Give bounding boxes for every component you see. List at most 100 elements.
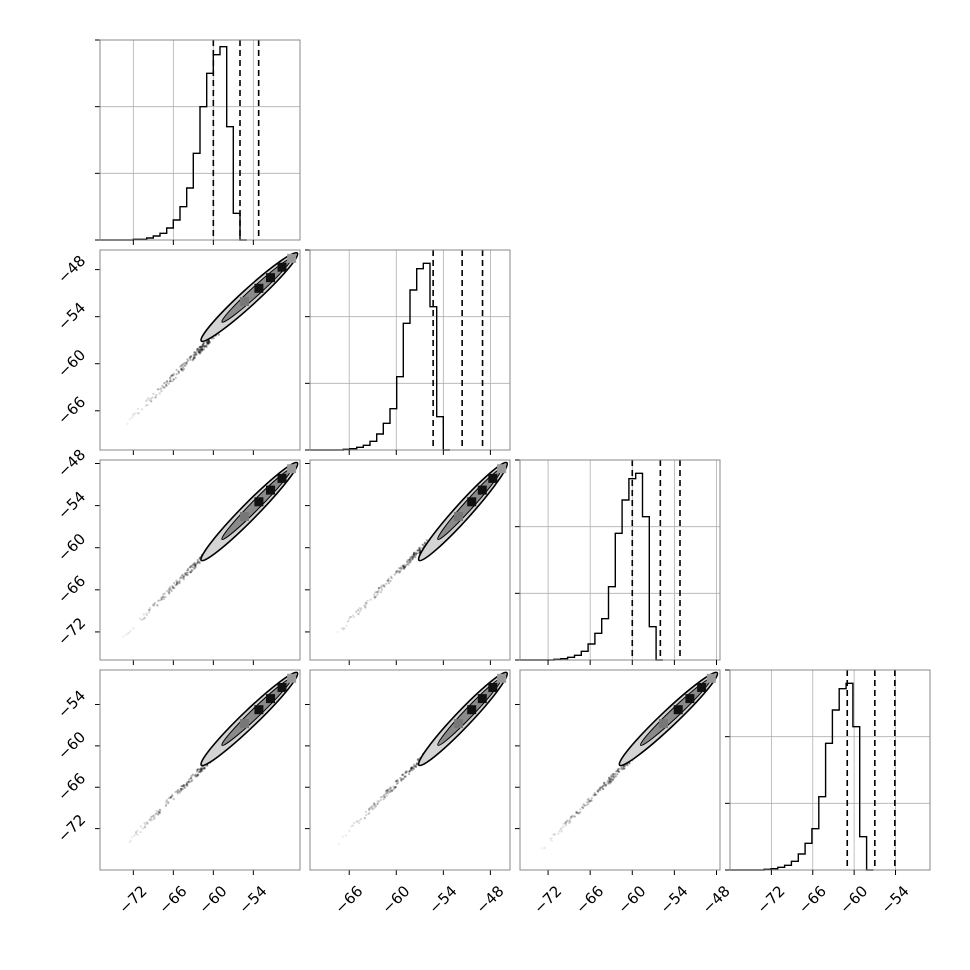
sample-point — [395, 569, 398, 573]
sample-point — [592, 794, 595, 797]
sample-point — [410, 769, 414, 772]
sample-point — [205, 340, 208, 343]
hist-panel-1 — [305, 249, 511, 455]
sample-point — [379, 796, 382, 799]
sample-point — [396, 570, 399, 573]
sample-point — [176, 581, 179, 584]
sample-point — [389, 790, 392, 793]
x-tick-label: −66 — [572, 882, 607, 917]
sample-point — [374, 595, 377, 599]
sample-point — [611, 778, 614, 781]
sample-point — [395, 780, 398, 783]
sample-point — [183, 572, 187, 575]
sample-point — [171, 380, 174, 383]
sample-point — [168, 591, 171, 594]
sample-point — [616, 773, 619, 776]
sample-point — [195, 353, 198, 356]
sample-point — [587, 803, 590, 806]
sample-point — [156, 603, 159, 607]
sample-point — [350, 825, 353, 828]
hist-panel-2 — [515, 459, 721, 665]
sample-point — [150, 400, 153, 403]
sample-point — [412, 551, 416, 555]
sample-point — [183, 364, 186, 367]
sample-point — [616, 768, 620, 771]
sample-point — [136, 829, 139, 832]
sample-point — [143, 821, 146, 825]
hist-panel-0 — [95, 39, 301, 245]
sample-point — [161, 384, 164, 387]
sample-point — [172, 374, 175, 377]
sample-point — [182, 368, 186, 371]
sample-point — [136, 411, 139, 415]
sample-point — [199, 348, 202, 351]
sample-point — [577, 811, 580, 814]
sample-point — [177, 370, 180, 373]
sample-point — [201, 348, 204, 351]
sample-point — [596, 789, 599, 792]
sample-point — [373, 802, 376, 806]
sample-point — [171, 373, 174, 377]
sample-point — [575, 810, 578, 814]
sample-point — [146, 822, 149, 825]
sample-point — [385, 790, 388, 793]
hist-frame — [519, 459, 721, 661]
x-tick-label: −54 — [656, 882, 691, 917]
sample-point — [138, 617, 142, 620]
sample-point — [146, 398, 149, 401]
density-block — [254, 497, 264, 507]
sample-point — [617, 767, 621, 770]
sample-point — [148, 399, 151, 402]
sample-point — [355, 611, 358, 614]
sample-point — [190, 775, 193, 778]
sample-point — [373, 803, 376, 806]
sample-point — [174, 790, 177, 794]
sample-point — [161, 596, 164, 599]
y-tick-label: −54 — [54, 488, 89, 523]
sample-point — [364, 816, 367, 820]
sample-point — [171, 374, 174, 377]
sample-point — [172, 378, 175, 381]
sample-point — [184, 573, 187, 576]
sample-point — [392, 788, 395, 791]
scatter-content — [126, 251, 299, 425]
sample-point — [169, 376, 172, 379]
sample-point — [412, 556, 415, 559]
sample-point — [182, 785, 185, 788]
sample-point — [185, 361, 188, 364]
sample-point — [408, 769, 411, 772]
sample-point — [376, 590, 379, 593]
sample-point — [387, 792, 390, 795]
sample-point — [383, 584, 386, 587]
sample-point — [188, 778, 191, 781]
sample-point — [402, 566, 405, 569]
sample-point — [203, 345, 206, 348]
sample-point — [352, 821, 356, 825]
sample-point — [164, 596, 167, 599]
sample-point — [380, 588, 383, 591]
sample-point — [348, 829, 351, 832]
sample-point — [560, 827, 563, 830]
sample-point — [577, 812, 580, 815]
sample-point — [145, 612, 148, 615]
sample-point — [180, 787, 183, 791]
sample-point — [553, 833, 556, 836]
sample-point — [154, 396, 157, 399]
sample-point — [609, 780, 612, 783]
sample-point — [400, 778, 403, 781]
hist-frame — [729, 669, 931, 871]
sample-point — [206, 764, 209, 767]
sample-point — [157, 599, 160, 602]
sample-point — [193, 357, 196, 360]
sample-point — [374, 595, 377, 599]
sample-point — [610, 779, 613, 782]
sample-point — [367, 807, 371, 810]
density-block — [497, 673, 507, 683]
sample-point — [552, 833, 555, 836]
sample-point — [207, 340, 210, 343]
sample-point — [188, 781, 191, 784]
scatter-panel-2-0 — [95, 459, 301, 665]
density-block — [266, 694, 275, 704]
sample-point — [603, 781, 606, 784]
sample-point — [157, 812, 160, 816]
